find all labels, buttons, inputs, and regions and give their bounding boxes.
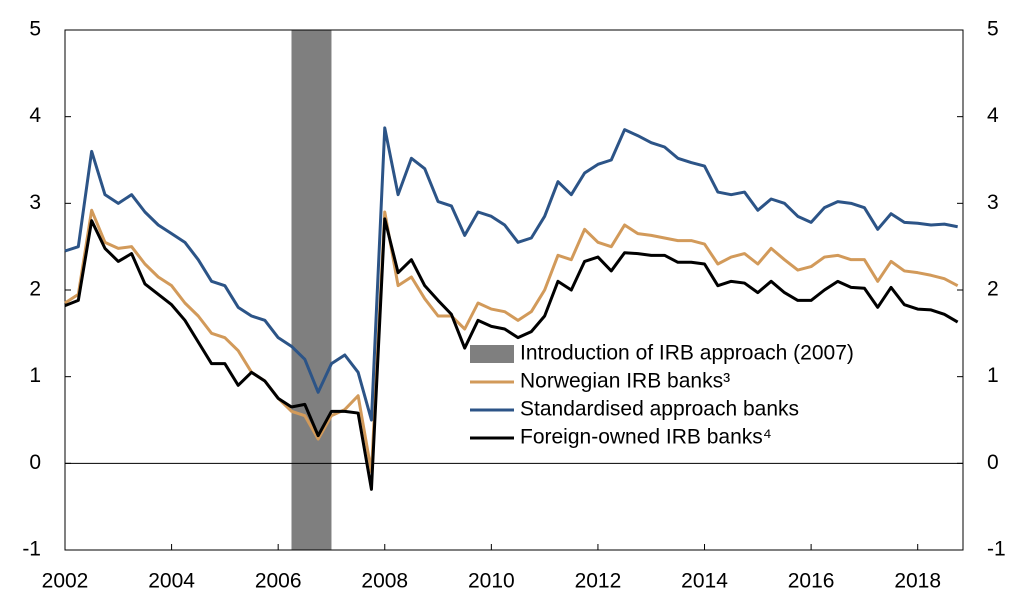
y2-tick-label: 5 — [987, 18, 999, 41]
x-tick-label: 2014 — [681, 570, 728, 593]
legend-label: Norwegian IRB banks³ — [520, 370, 730, 393]
y-tick-label: 1 — [29, 364, 41, 387]
legend-label: Foreign-owned IRB banks⁴ — [520, 426, 772, 449]
y2-tick-label: 1 — [987, 364, 999, 387]
plot-frame — [64, 29, 964, 551]
x-tick-label: 2004 — [148, 570, 195, 593]
y2-tick-label: 4 — [987, 104, 999, 127]
x-tick-label: 2010 — [468, 570, 515, 593]
y2-tick-label: 3 — [987, 191, 999, 214]
legend-label: Introduction of IRB approach (2007) — [520, 342, 854, 365]
x-tick-label: 2012 — [575, 570, 622, 593]
y-tick-label: 4 — [29, 104, 41, 127]
x-tick-label: 2018 — [894, 570, 941, 593]
y-tick-label: 0 — [29, 451, 41, 474]
y2-tick-label: 2 — [987, 278, 999, 301]
y-tick-label: 3 — [29, 191, 41, 214]
x-tick-label: 2002 — [42, 570, 89, 593]
x-tick-label: 2008 — [361, 570, 408, 593]
series-line — [64, 208, 959, 474]
x-tick-label: 2016 — [788, 570, 835, 593]
y-tick-label: -1 — [22, 538, 41, 561]
y-tick-label: 2 — [29, 278, 41, 301]
legend-swatch — [470, 345, 514, 363]
y2-tick-label: 0 — [987, 451, 999, 474]
legend-label: Standardised approach banks — [520, 398, 799, 421]
irb-shade — [291, 30, 332, 550]
series-line — [64, 217, 959, 491]
series-line — [64, 126, 958, 422]
y-tick-label: 5 — [29, 18, 41, 41]
x-tick-label: 2006 — [255, 570, 302, 593]
y2-tick-label: -1 — [987, 538, 1006, 561]
